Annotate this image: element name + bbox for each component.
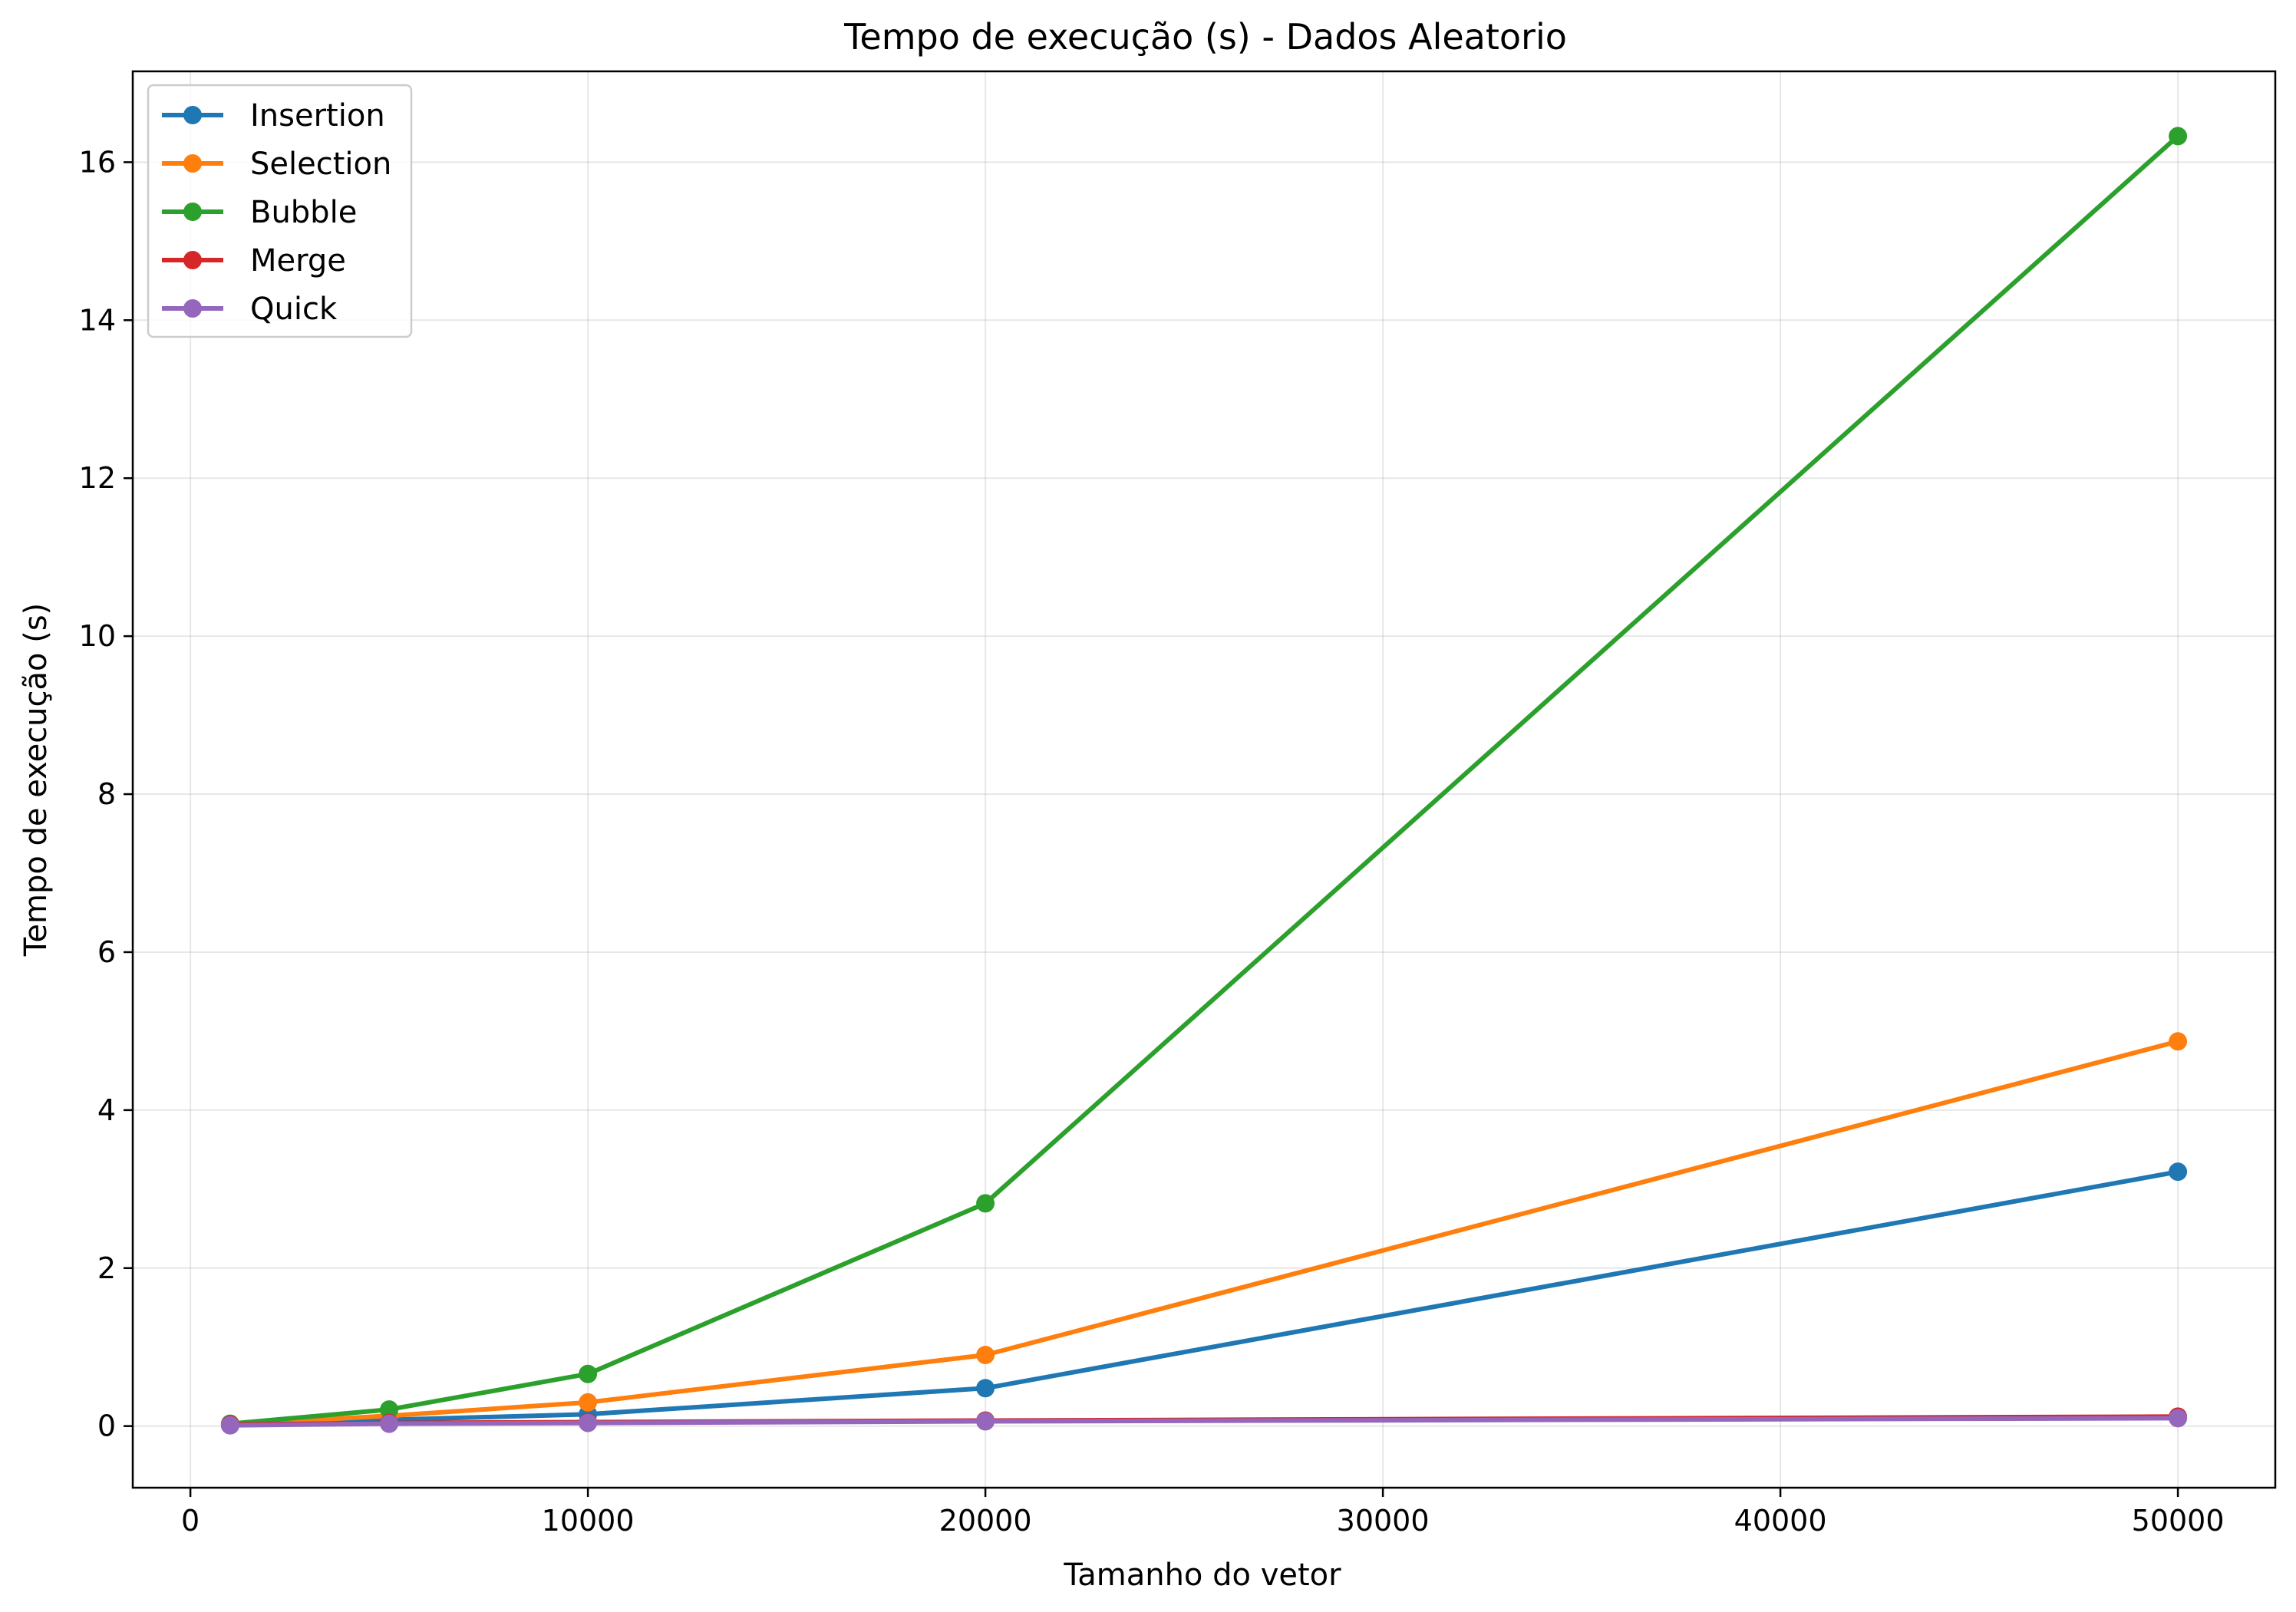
legend-label: Merge xyxy=(250,243,346,279)
data-point-bubble xyxy=(2169,127,2188,146)
legend-swatch-marker xyxy=(183,154,202,173)
legend-label: Bubble xyxy=(250,195,357,230)
legend-item-insertion: Insertion xyxy=(162,98,385,134)
legend-label: Quick xyxy=(250,292,338,327)
data-point-selection xyxy=(579,1393,598,1412)
y-tick-label: 8 xyxy=(97,777,116,811)
legend: Insertion Selection Bubble Merge Quick xyxy=(147,84,413,338)
chart-title: Tempo de execução (s) - Dados Aleatorio xyxy=(843,16,1567,58)
data-point-bubble xyxy=(976,1194,995,1213)
legend-swatch-marker xyxy=(183,106,202,124)
x-tick-label: 50000 xyxy=(2132,1504,2225,1538)
legend-item-selection: Selection xyxy=(162,147,391,182)
plot-frame xyxy=(131,70,2277,1489)
data-point-quick xyxy=(380,1414,399,1433)
y-tick-label: 10 xyxy=(79,619,116,653)
data-point-quick xyxy=(2169,1409,2188,1428)
y-tick-label: 6 xyxy=(97,935,116,969)
series-line-bubble xyxy=(227,133,2182,1426)
data-point-quick xyxy=(976,1412,995,1431)
series-line-selection xyxy=(227,1038,2181,1427)
x-tick-label: 30000 xyxy=(1337,1504,1430,1538)
grid-lines xyxy=(133,71,2275,1488)
legend-label: Insertion xyxy=(250,98,385,134)
legend-swatch-marker xyxy=(183,299,202,318)
legend-label: Selection xyxy=(250,147,391,182)
legend-item-quick: Quick xyxy=(162,292,338,327)
legend-box xyxy=(147,84,413,338)
y-tick-label: 14 xyxy=(79,303,116,337)
y-tick-label: 2 xyxy=(97,1251,116,1285)
legend-item-bubble: Bubble xyxy=(162,195,357,230)
x-tick-label: 40000 xyxy=(1734,1504,1827,1538)
data-point-insertion xyxy=(976,1379,995,1398)
legend-swatch-marker xyxy=(183,203,202,221)
y-tick-label: 0 xyxy=(97,1409,116,1443)
data-point-quick xyxy=(220,1416,239,1435)
series-selection xyxy=(220,1032,2188,1434)
x-tick-label: 20000 xyxy=(939,1504,1032,1538)
y-axis-title: Tempo de execução (s) xyxy=(18,603,54,958)
y-tick-label: 4 xyxy=(97,1093,116,1127)
x-tick-label: 0 xyxy=(181,1504,200,1538)
legend-item-merge: Merge xyxy=(162,243,346,279)
x-axis-title: Tamanho do vetor xyxy=(1063,1558,1341,1593)
data-point-selection xyxy=(2169,1032,2188,1051)
data-point-bubble xyxy=(380,1400,399,1419)
series-bubble xyxy=(220,127,2188,1433)
series-layer xyxy=(220,127,2188,1435)
data-point-insertion xyxy=(2169,1162,2188,1182)
data-point-quick xyxy=(579,1413,598,1432)
series-quick xyxy=(220,1409,2188,1435)
axis-ticks: 0 10000 20000 30000 40000 50000 0 2 4 6 8 10 12 14 16 xyxy=(79,145,2225,1538)
legend-swatch-marker xyxy=(183,251,202,269)
x-tick-label: 10000 xyxy=(542,1504,635,1538)
data-point-bubble xyxy=(579,1364,598,1383)
y-tick-label: 16 xyxy=(79,145,116,179)
series-line-quick xyxy=(227,1416,2181,1428)
data-point-selection xyxy=(976,1346,995,1365)
y-tick-label: 12 xyxy=(79,461,116,495)
